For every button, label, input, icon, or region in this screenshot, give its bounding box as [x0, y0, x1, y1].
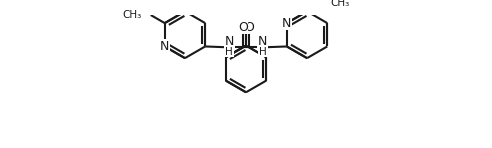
Text: CH₃: CH₃ — [123, 10, 142, 20]
Text: N: N — [258, 36, 267, 48]
Text: N: N — [225, 36, 234, 48]
Text: H: H — [259, 47, 267, 57]
Text: CH₃: CH₃ — [330, 0, 349, 8]
Text: N: N — [282, 17, 291, 30]
Text: N: N — [160, 40, 169, 53]
Text: O: O — [238, 21, 248, 34]
Text: O: O — [244, 21, 254, 34]
Text: H: H — [225, 47, 233, 57]
